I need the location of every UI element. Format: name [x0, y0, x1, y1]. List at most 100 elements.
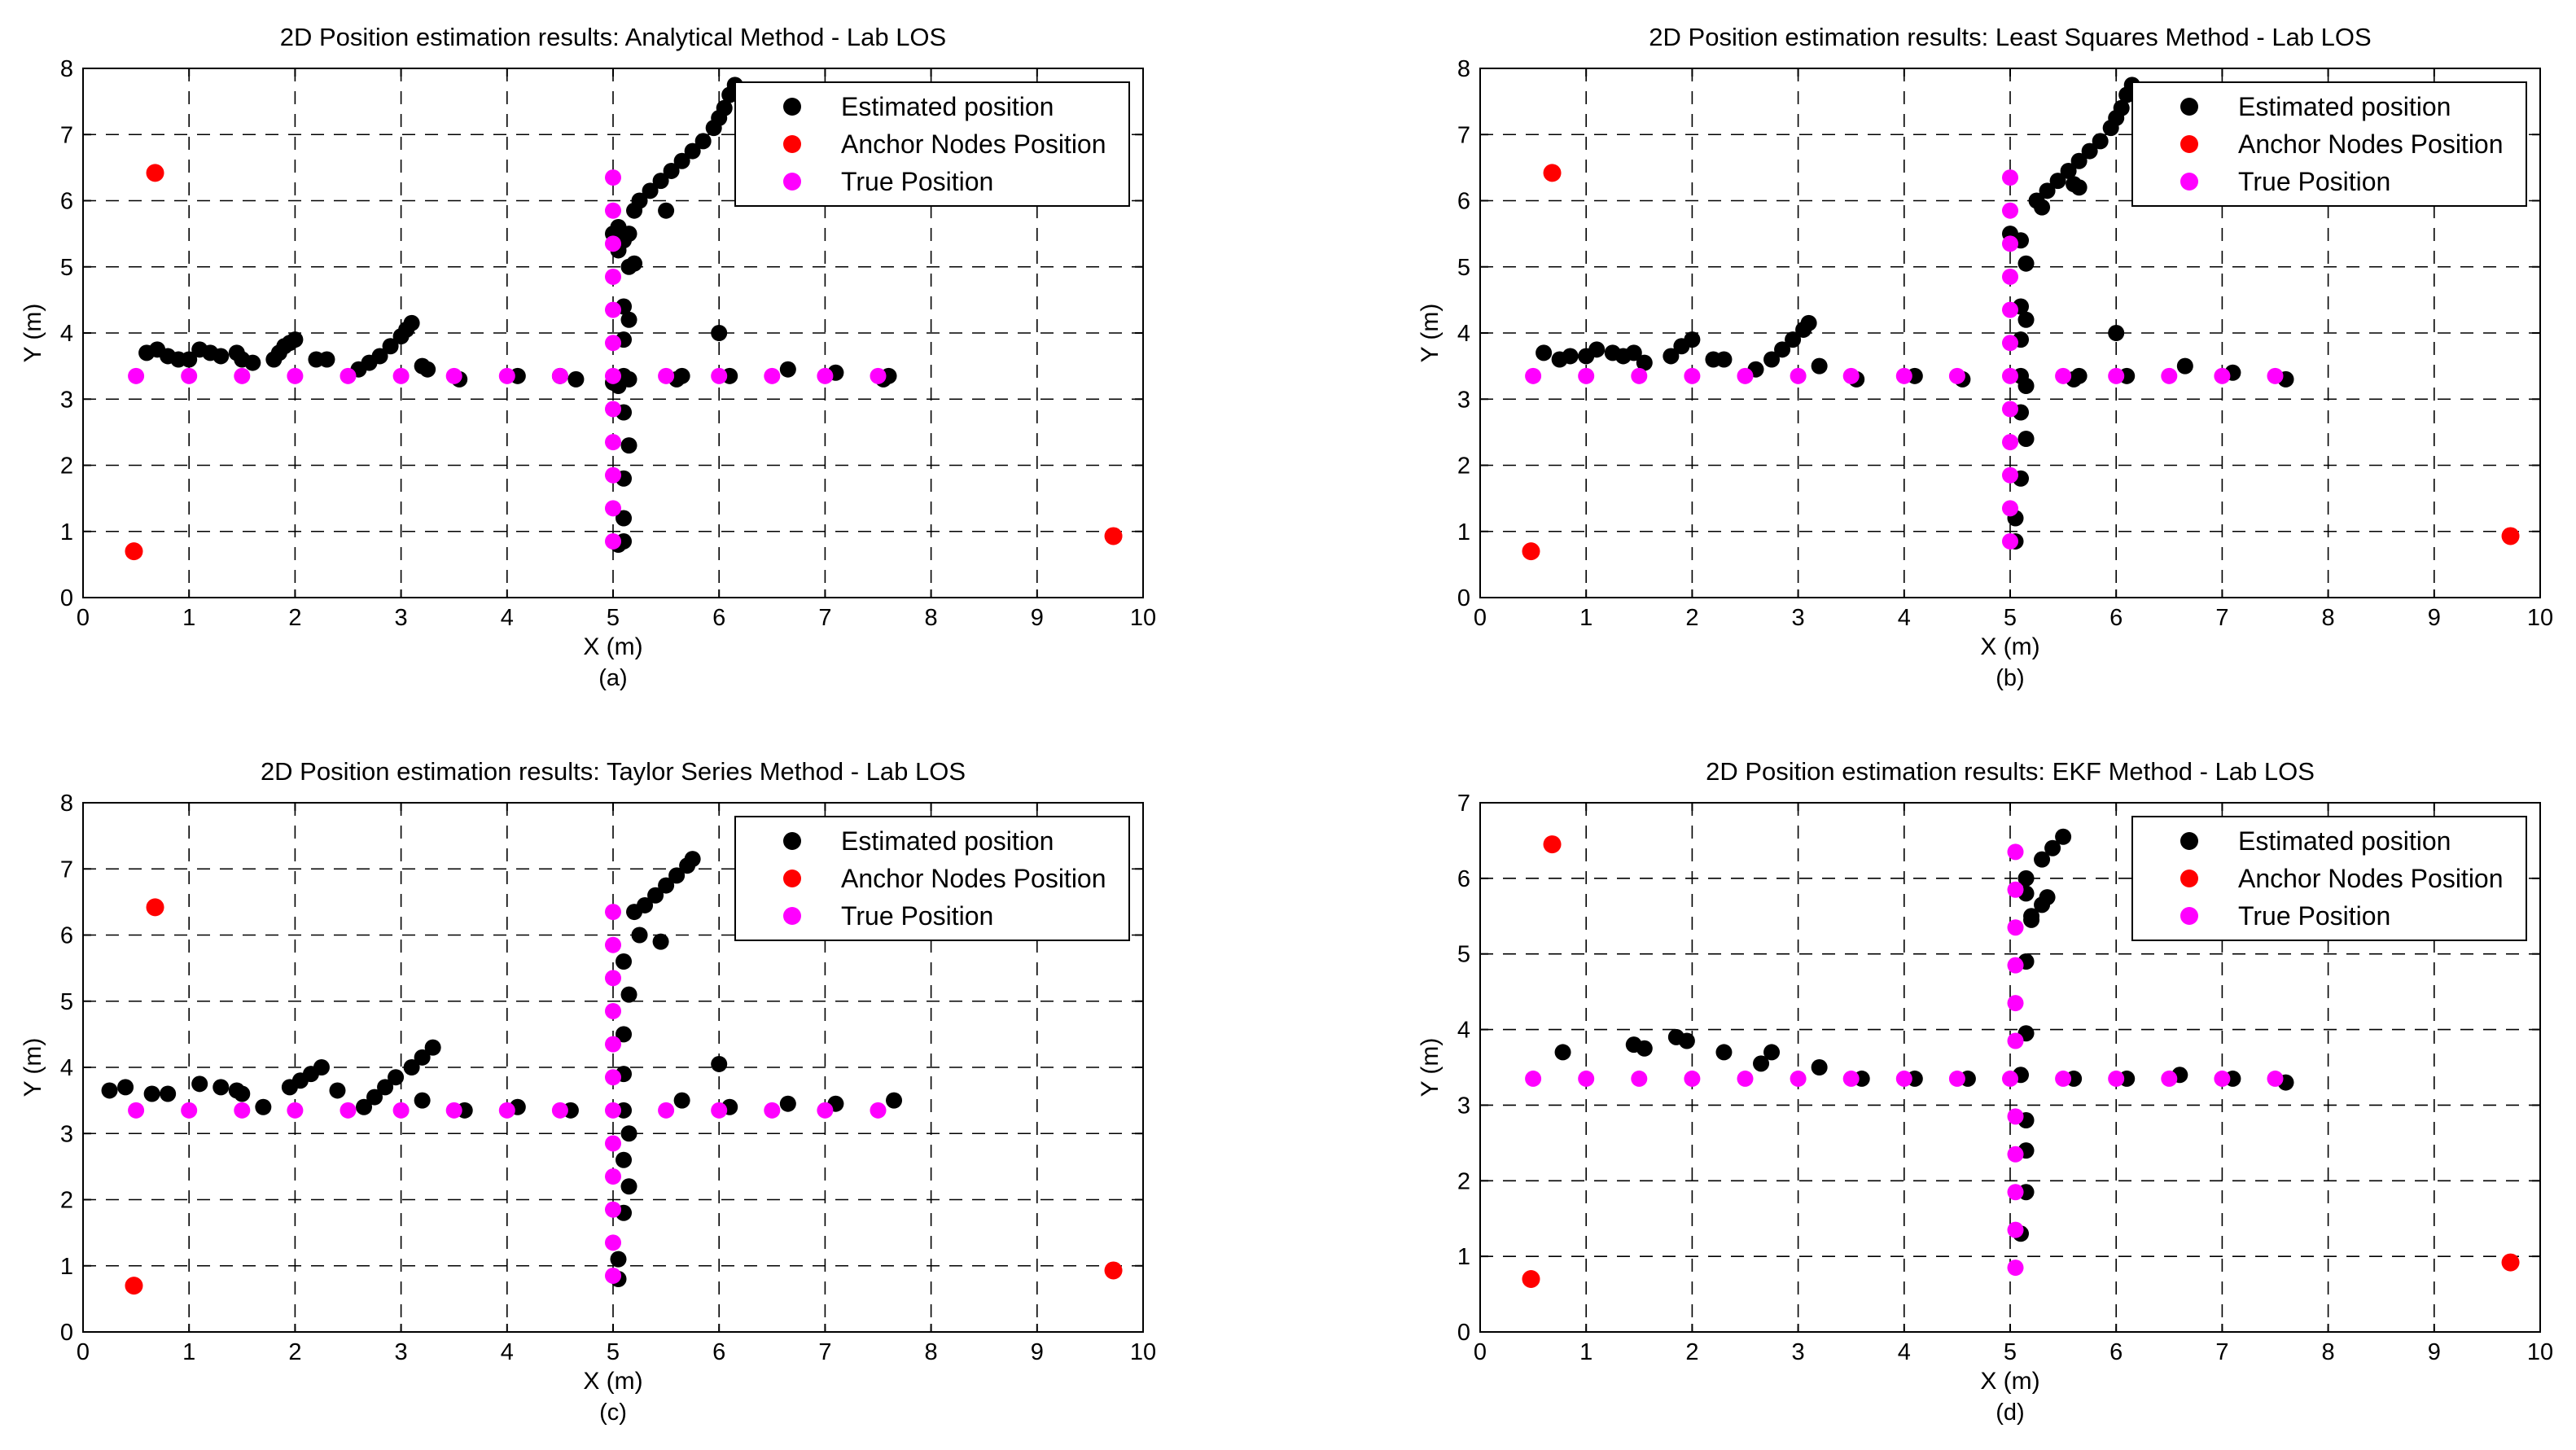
x-tick-label: 5 — [607, 1339, 620, 1365]
data-point — [605, 401, 621, 418]
data-point — [313, 1059, 330, 1075]
x-axis-label: X (m) — [583, 1368, 642, 1395]
y-tick-label: 5 — [60, 255, 73, 281]
x-tick-label: 9 — [2428, 605, 2441, 631]
data-point — [1678, 1032, 1695, 1049]
y-tick-label: 8 — [60, 791, 73, 817]
data-point — [764, 1102, 781, 1119]
data-point — [2017, 311, 2035, 328]
legend-marker — [2180, 98, 2198, 116]
data-point — [631, 927, 648, 944]
data-point — [605, 1234, 621, 1251]
x-tick-label: 4 — [1898, 605, 1911, 631]
data-point — [2017, 378, 2035, 394]
data-point — [2034, 199, 2051, 216]
data-point — [605, 1036, 621, 1053]
data-point — [146, 898, 164, 917]
data-point — [620, 1125, 637, 1142]
data-point — [2039, 182, 2056, 199]
x-tick-label: 1 — [182, 1339, 195, 1365]
data-point — [1562, 348, 1579, 365]
data-point — [128, 367, 145, 384]
data-point — [2108, 367, 2125, 384]
data-point — [2113, 99, 2130, 116]
data-point — [2007, 1146, 2024, 1163]
legend-label: Estimated position — [2238, 92, 2451, 121]
legend-marker — [2180, 135, 2198, 153]
data-point — [605, 202, 621, 219]
x-tick-label: 10 — [1130, 1339, 1156, 1365]
x-tick-label: 0 — [1474, 605, 1487, 631]
data-point — [616, 1151, 633, 1168]
y-tick-label: 0 — [60, 585, 73, 611]
data-point — [2108, 1070, 2125, 1087]
legend: Estimated position Anchor Nodes Position T… — [2131, 816, 2527, 941]
data-point — [2007, 995, 2024, 1012]
data-point — [2161, 1070, 2178, 1087]
x-tick-label: 1 — [1579, 605, 1592, 631]
y-tick-label: 4 — [1457, 321, 1470, 347]
data-point — [616, 510, 633, 527]
data-point — [2070, 152, 2088, 169]
x-tick-label: 7 — [2215, 605, 2228, 631]
data-point — [886, 1092, 903, 1109]
subfigure-caption: (d) — [1996, 1400, 2024, 1426]
data-point — [392, 1102, 410, 1119]
data-point — [2049, 173, 2066, 190]
data-point — [642, 182, 659, 199]
data-point — [181, 367, 198, 384]
data-point — [2007, 1032, 2024, 1049]
data-point — [2108, 325, 2125, 341]
data-point — [414, 1049, 431, 1066]
data-point — [2002, 532, 2018, 550]
data-point — [1790, 1070, 1807, 1087]
data-point — [2002, 202, 2018, 219]
data-point — [605, 268, 621, 285]
data-point — [684, 851, 701, 868]
data-point — [658, 202, 675, 219]
data-point — [870, 367, 887, 384]
data-point — [1737, 1070, 1754, 1087]
legend-marker — [783, 832, 801, 850]
data-point — [605, 904, 621, 921]
x-tick-label: 10 — [2527, 1339, 2553, 1365]
series-true-position — [1525, 843, 2284, 1277]
data-point — [1684, 331, 1701, 348]
data-point — [2007, 957, 2024, 974]
x-tick-label: 10 — [1130, 605, 1156, 631]
legend-marker — [783, 98, 801, 116]
data-point — [817, 1102, 834, 1119]
data-point — [2044, 839, 2061, 856]
data-point — [605, 1069, 621, 1086]
data-point — [2034, 851, 2051, 868]
data-point — [2055, 367, 2072, 384]
data-point — [694, 133, 712, 150]
data-point — [605, 1267, 621, 1284]
data-point — [234, 1102, 251, 1119]
data-point — [403, 1059, 420, 1075]
data-point — [382, 338, 399, 355]
data-point — [2002, 467, 2018, 484]
x-tick-label: 7 — [818, 1339, 831, 1365]
data-point — [2002, 434, 2018, 451]
y-tick-label: 1 — [1457, 519, 1470, 545]
y-tick-label: 8 — [60, 56, 73, 82]
data-point — [2023, 911, 2040, 928]
data-point — [658, 877, 675, 894]
data-point — [234, 367, 251, 384]
data-point — [2017, 870, 2035, 887]
data-point — [1774, 341, 1791, 358]
x-tick-label: 8 — [925, 1339, 938, 1365]
legend-label: Estimated position — [2238, 826, 2451, 856]
y-tick-label: 6 — [1457, 189, 1470, 215]
chart-title: 2D Position estimation results: EKF Meth… — [1706, 757, 2315, 786]
series-estimated-position — [101, 851, 903, 1287]
legend-label: True Position — [841, 167, 993, 196]
data-point — [1790, 367, 1807, 384]
data-point — [1536, 344, 1553, 361]
legend-marker — [2180, 173, 2198, 191]
data-point — [551, 367, 568, 384]
data-point — [551, 1102, 568, 1119]
y-tick-label: 4 — [60, 321, 73, 347]
x-tick-label: 3 — [395, 605, 408, 631]
